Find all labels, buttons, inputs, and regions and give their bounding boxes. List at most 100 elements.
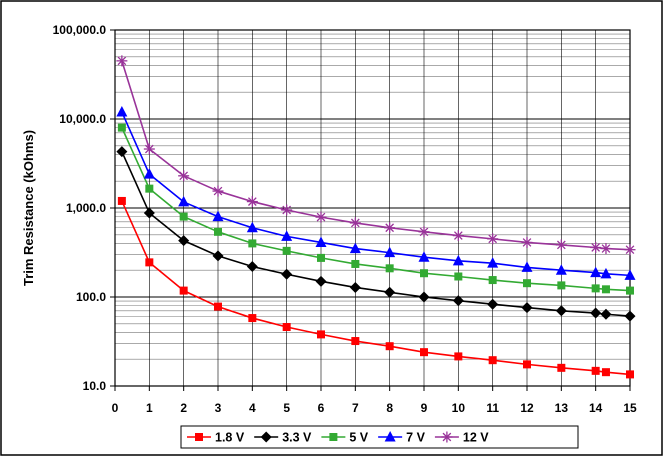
y-axis-label: Trim Resistance (kOhms) [21,130,36,286]
data-point [116,105,128,117]
data-point [521,302,533,314]
data-point [487,233,499,245]
data-point [601,368,610,377]
data-point [418,291,430,303]
data-point [384,286,396,298]
data-point [626,370,634,379]
y-tick-label: 10.0 [83,379,107,393]
data-point [454,272,463,281]
x-tick-label: 7 [352,401,359,415]
data-point [315,236,327,247]
data-point [248,314,257,323]
legend-marker [384,431,396,442]
data-point [523,360,531,369]
x-tick-label: 4 [249,401,256,415]
data-point [557,363,566,372]
data-point [143,207,155,219]
legend-label: 12 V [463,431,489,445]
legend: 1.8 V 3.3 V 5 V 7 V 12 V [180,425,579,449]
data-point [385,264,394,273]
data-point [246,261,258,273]
legend-label: 1.8 V [215,431,245,445]
data-point [418,251,430,262]
data-point [555,305,567,317]
data-point [282,323,291,332]
data-point [600,243,612,255]
y-tick-label: 100,000.0 [53,23,107,37]
data-point [212,250,224,262]
data-point [116,55,128,67]
data-point [178,170,190,182]
data-point [143,168,155,179]
y-axis-ticks: 10.0 100.0 1,000.0 10,000.0 100,000.0 [53,23,115,393]
data-point [420,348,428,357]
data-point [117,123,126,132]
data-point [521,236,533,248]
legend-item: 3.3 V [254,431,312,445]
data-point [452,230,464,242]
series-2 [117,123,634,295]
x-tick-label: 3 [215,401,222,415]
data-point [282,246,291,255]
series-0 [117,196,634,379]
data-point [626,286,634,295]
data-point [179,212,188,221]
series-4 [116,55,636,256]
data-point [385,342,394,351]
data-point [349,217,361,229]
legend-item: 7 V [378,431,426,445]
data-point [281,204,293,216]
x-tick-label: 9 [421,401,428,415]
data-point [624,244,636,256]
data-point [246,196,258,208]
data-point [315,275,327,287]
data-point [591,366,600,375]
data-point [248,239,257,248]
data-point [488,276,497,285]
x-tick-label: 14 [589,401,603,415]
data-point [349,281,361,293]
data-point [488,356,497,365]
legend-item: 5 V [321,431,369,445]
data-point [591,284,600,293]
legend-marker [195,433,203,441]
data-point [315,211,327,223]
data-point [143,143,155,155]
data-point [557,281,566,290]
series-1 [116,146,636,322]
data-point [601,285,610,294]
x-tick-label: 6 [318,401,325,415]
data-point [281,268,293,280]
data-point [317,253,325,262]
legend-marker [441,431,453,443]
x-tick-label: 0 [112,401,119,415]
data-point [384,246,396,258]
x-tick-label: 1 [146,401,153,415]
data-point [452,254,464,266]
legend-item: 1.8 V [187,431,245,445]
data-point [246,221,258,233]
x-tick-label: 8 [386,401,393,415]
data-point [454,352,463,361]
legend-marker [329,433,338,441]
legend-marker [260,431,272,443]
data-point [555,239,567,251]
y-tick-label: 10,000.0 [59,112,106,126]
data-point [145,184,154,193]
data-point [590,307,602,319]
series-layer [116,55,636,379]
data-point [214,302,222,311]
data-point [600,267,612,279]
data-point [590,266,602,278]
x-tick-label: 10 [452,401,466,415]
data-point [145,258,154,267]
data-point [214,227,222,236]
x-tick-label: 12 [520,401,534,415]
data-point [351,259,360,268]
data-point [384,222,396,234]
data-point [281,230,293,241]
y-tick-label: 1,000.0 [66,201,106,215]
x-tick-label: 13 [555,401,569,415]
legend-label: 5 V [349,431,368,445]
